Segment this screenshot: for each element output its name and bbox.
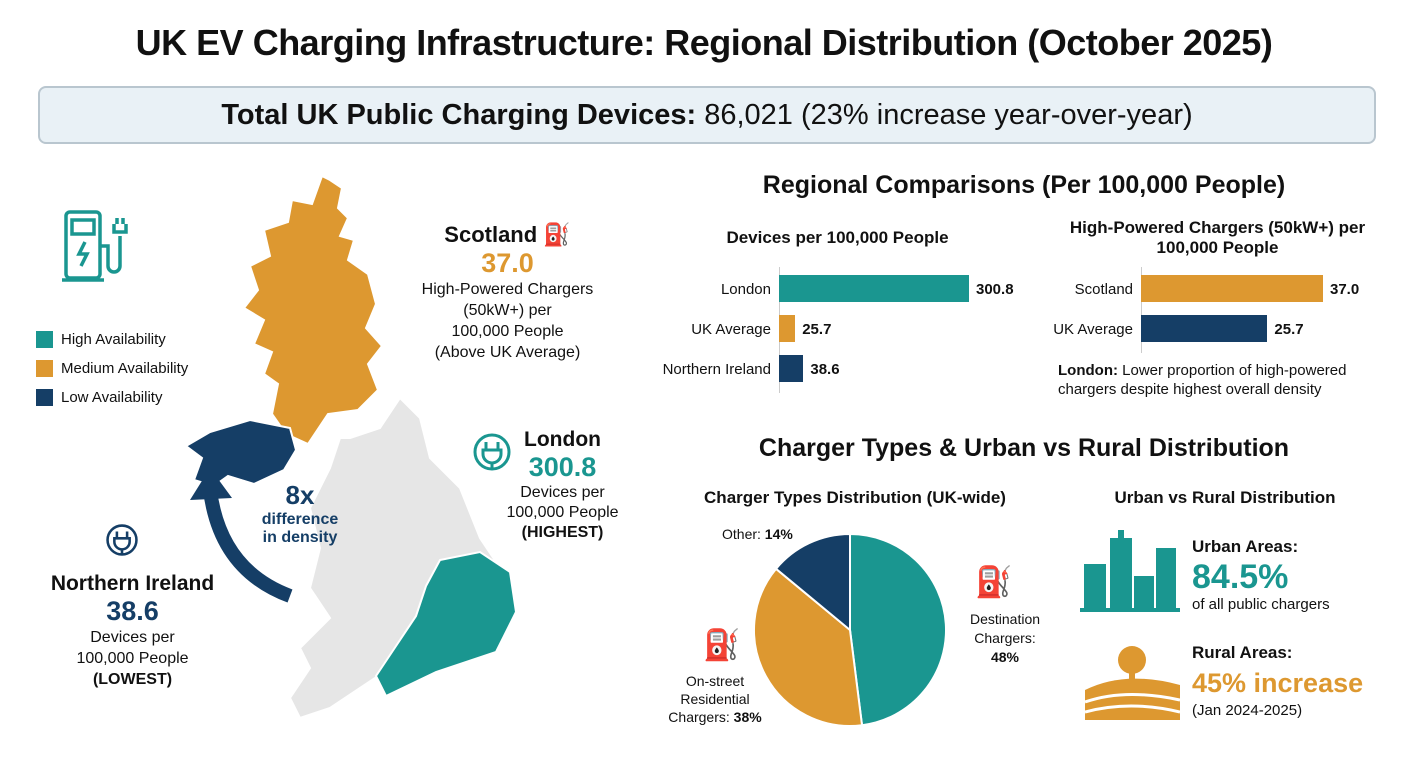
pie-slice xyxy=(849,532,947,727)
legend-high: High Availability xyxy=(36,331,166,348)
scotland-name: Scotland ⛽ xyxy=(444,222,571,247)
london-name: London xyxy=(524,428,601,451)
urban-value: 84.5% xyxy=(1192,558,1289,596)
bar-value-label: 25.7 xyxy=(802,321,832,338)
rural-value: 45% increase xyxy=(1192,668,1364,698)
plug-icon xyxy=(473,433,511,471)
charger-icon: ⛽ xyxy=(543,222,571,247)
pie-label-other: Other: 14% xyxy=(722,526,793,542)
bar-label: London xyxy=(720,281,771,298)
bar xyxy=(1141,315,1268,342)
banner-label: Total UK Public Charging Devices: xyxy=(221,99,697,131)
bar-value-label: 37.0 xyxy=(1330,281,1360,298)
london-emph: (HIGHEST) xyxy=(521,524,604,541)
page-title: UK EV Charging Infrastructure: Regional … xyxy=(135,22,1273,63)
pie-label-onstreet: On-street Residential Chargers: 38% xyxy=(668,673,762,725)
density-callout: 8x difference in density xyxy=(255,480,345,547)
ni-emph: (LOWEST) xyxy=(92,671,173,688)
density-arrow xyxy=(203,489,293,603)
bar xyxy=(779,315,796,342)
bar-axis xyxy=(1141,267,1142,353)
rural-label: Rural Areas: xyxy=(1192,643,1293,662)
bar xyxy=(779,275,969,302)
density-multiplier: 8x xyxy=(285,480,315,510)
bar-chart-1-title: Devices per 100,000 People xyxy=(726,228,949,247)
ni-name: Northern Ireland xyxy=(50,572,215,595)
scotland-desc: High-Powered Chargers (50kW+) per 100,000 … xyxy=(421,281,594,361)
rural-sub: (Jan 2024-2025) xyxy=(1192,702,1303,719)
ni-callout: Northern Ireland 38.6 Devices per 100,000… xyxy=(30,572,235,690)
legend-low: Low Availability xyxy=(36,389,162,406)
scotland-callout: Scotland ⛽ 37.0 High-Powered Chargers (50… xyxy=(400,222,615,363)
scotland-value: 37.0 xyxy=(481,248,534,278)
pie-label-destination: Destination Chargers: 48% xyxy=(969,611,1041,665)
total-banner: Total UK Public Charging Devices: 86,021… xyxy=(38,86,1376,144)
bar xyxy=(1141,275,1323,302)
region-london-southeast xyxy=(374,550,518,698)
urban-rural-title: Urban vs Rural Distribution xyxy=(1114,488,1336,507)
legend-label: Medium Availability xyxy=(61,360,189,377)
urban-sub: of all public chargers xyxy=(1192,596,1330,613)
pie-slice xyxy=(774,532,851,633)
ni-value: 38.6 xyxy=(106,596,159,626)
bar-label: Northern Ireland xyxy=(662,361,771,378)
london-callout: London 300.8 Devices per 100,000 People (H… xyxy=(490,428,635,543)
london-value: 300.8 xyxy=(528,452,597,482)
legend-label: Low Availability xyxy=(61,389,163,406)
charging-station-icon xyxy=(62,210,128,282)
bar-value-label: 25.7 xyxy=(1274,321,1304,338)
region-northern-ireland xyxy=(184,418,298,488)
bar-value-label: 38.6 xyxy=(810,361,840,378)
bar-label: Scotland xyxy=(1074,281,1133,298)
bar-value-label: 300.8 xyxy=(976,281,1014,298)
legend-label: High Availability xyxy=(61,331,166,348)
regional-note: London: Lower proportion of high-powered… xyxy=(1058,362,1347,398)
uk-map xyxy=(184,174,518,720)
rural-landscape-icon xyxy=(1085,646,1180,720)
regional-heading: Regional Comparisons (Per 100,000 People… xyxy=(762,171,1286,199)
plug-icon xyxy=(106,524,138,556)
london-desc: Devices per xyxy=(520,484,605,501)
charger-icon: ⛽ xyxy=(703,629,741,662)
pie-title: Charger Types Distribution (UK-wide) xyxy=(704,488,1006,507)
region-scotland xyxy=(242,174,384,446)
charger-icon: ⛽ xyxy=(975,566,1013,599)
bar-label: UK Average xyxy=(1053,321,1133,338)
density-line: difference xyxy=(261,511,339,528)
banner-value: 86,021 (23% increase year-over-year) xyxy=(704,99,1193,131)
charger-heading: Charger Types & Urban vs Rural Distribut… xyxy=(758,434,1290,462)
legend-medium: Medium Availability xyxy=(36,360,188,377)
ni-desc: Devices per xyxy=(90,629,175,646)
london-desc: 100,000 People xyxy=(506,504,619,521)
bar-chart-2-title: High-Powered Chargers (50kW+) per 100,00… xyxy=(1069,218,1366,257)
pie-slice xyxy=(753,567,864,727)
bar-label: UK Average xyxy=(691,321,771,338)
bar xyxy=(779,355,804,382)
ni-desc: 100,000 People xyxy=(76,650,189,667)
density-line: in density xyxy=(262,529,338,546)
city-buildings-icon xyxy=(1080,530,1180,612)
urban-label: Urban Areas: xyxy=(1192,537,1299,556)
pie-chart xyxy=(753,532,947,727)
